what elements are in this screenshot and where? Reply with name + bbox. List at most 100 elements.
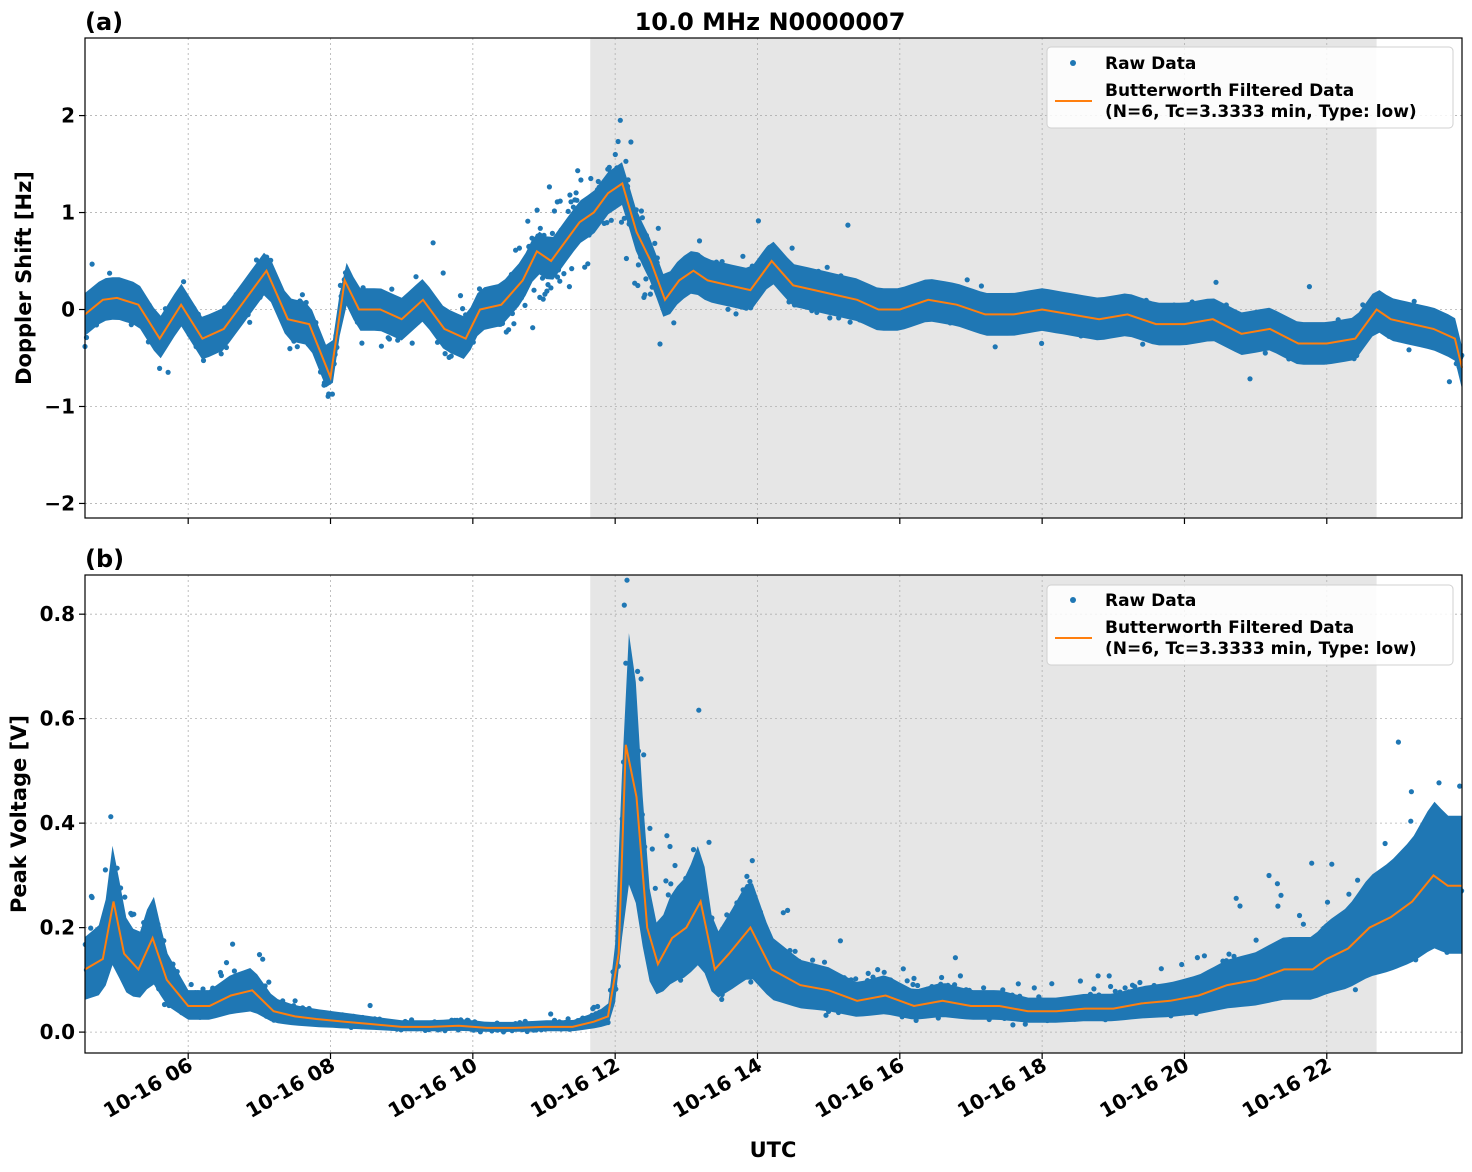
- y-tick-label: 0.4: [40, 811, 75, 835]
- raw-data-point: [534, 207, 540, 213]
- raw-data-point: [740, 253, 746, 259]
- raw-data-point: [910, 981, 916, 988]
- raw-data-point: [359, 340, 365, 346]
- raw-data-point: [1253, 937, 1259, 943]
- raw-data-point: [578, 177, 584, 183]
- raw-data-point: [595, 178, 601, 185]
- panel-b-frame: [84, 574, 1463, 1054]
- raw-data-point: [548, 285, 554, 291]
- raw-data-point: [1278, 892, 1284, 898]
- raw-data-point: [256, 952, 263, 958]
- raw-data-point: [733, 311, 739, 317]
- y-tick-label: 2: [61, 104, 75, 128]
- raw-data-point: [561, 271, 567, 277]
- raw-data-point: [573, 190, 579, 196]
- legend-box: [1046, 584, 1454, 666]
- raw-data-point: [386, 336, 392, 342]
- raw-data-point: [1408, 789, 1414, 795]
- raw-data-point: [696, 238, 703, 244]
- raw-data-point: [719, 996, 725, 1003]
- raw-data-point: [575, 168, 581, 174]
- legend-raw-marker: [1070, 60, 1076, 66]
- x-tick-label: 10-16 08: [241, 1053, 339, 1123]
- panel-a-legend: Raw Data Butterworth Filtered Data (N=6,…: [1046, 46, 1454, 129]
- raw-data-point: [522, 302, 528, 308]
- y-tick-label: −1: [44, 394, 75, 418]
- raw-data-point: [1010, 1022, 1016, 1028]
- raw-data-point: [1395, 739, 1401, 745]
- raw-data-point: [1247, 376, 1253, 382]
- panel-a-ylabel: Doppler Shift [Hz]: [12, 171, 36, 385]
- raw-data-point: [294, 344, 300, 350]
- raw-data-point: [409, 340, 415, 346]
- raw-data-point: [585, 261, 591, 267]
- raw-data-point: [1262, 350, 1268, 356]
- raw-data-point: [608, 217, 614, 223]
- raw-data-point: [810, 957, 816, 963]
- filtered-data-line: [84, 181, 1463, 382]
- raw-data-point: [672, 862, 678, 869]
- raw-data-point: [657, 341, 663, 347]
- raw-data-point: [744, 873, 750, 880]
- raw-data-point: [1237, 903, 1243, 909]
- raw-data-point: [595, 1003, 601, 1010]
- legend-raw-marker: [1070, 597, 1076, 603]
- panel-a-frame: [84, 37, 1463, 519]
- raw-data-point: [621, 602, 627, 608]
- raw-data-point: [635, 262, 642, 268]
- x-axis-label: UTC: [750, 1138, 797, 1162]
- raw-data-point: [266, 979, 272, 985]
- raw-data-point: [537, 225, 543, 231]
- raw-data-point: [827, 315, 833, 321]
- raw-data-point: [821, 959, 828, 965]
- raw-data-point: [430, 240, 436, 246]
- raw-data-point: [1213, 279, 1219, 285]
- y-tick-label: 1: [61, 201, 75, 225]
- x-tick-label: 10-16 10: [384, 1053, 482, 1123]
- raw-data-point: [88, 925, 94, 931]
- raw-data-point: [642, 292, 648, 298]
- raw-data-point: [1077, 978, 1083, 984]
- raw-data-cloud: [85, 633, 1462, 1032]
- raw-data-point: [247, 319, 253, 325]
- raw-data-point: [939, 974, 945, 981]
- raw-data-point: [853, 976, 859, 982]
- raw-data-point: [413, 274, 419, 280]
- raw-data-point: [621, 215, 627, 221]
- raw-data-point: [1309, 860, 1315, 866]
- raw-data-point: [1106, 973, 1112, 979]
- raw-data-point: [108, 814, 114, 820]
- raw-data-point: [875, 967, 881, 973]
- raw-data-point: [638, 208, 645, 214]
- raw-data-point: [639, 215, 646, 221]
- raw-data-point: [546, 184, 553, 190]
- x-tick-label: 10-16 18: [953, 1053, 1051, 1123]
- raw-data-point: [904, 978, 910, 984]
- panel-a: −2 −1 0 1 2 (a) 10.0 MHz N0000007 Doppler Sh…: [12, 8, 1465, 524]
- raw-data-point: [378, 343, 384, 349]
- raw-data-point: [1436, 780, 1442, 786]
- raw-data-point: [292, 998, 298, 1004]
- raw-data-point: [837, 938, 844, 944]
- raw-data-point: [1233, 895, 1239, 901]
- x-tick-label: 10-16 20: [1095, 1053, 1193, 1123]
- legend-raw-label: Raw Data: [1105, 591, 1196, 611]
- raw-data-point: [557, 198, 563, 204]
- raw-data-point: [588, 175, 594, 182]
- raw-data-point: [231, 968, 237, 974]
- raw-data-point: [102, 867, 108, 873]
- raw-data-point: [964, 277, 970, 283]
- raw-data-point: [544, 288, 550, 294]
- raw-data-point: [122, 894, 128, 900]
- raw-data-point: [1457, 783, 1463, 789]
- raw-data-point: [1179, 961, 1185, 968]
- raw-data-point: [747, 878, 753, 885]
- raw-data-point: [326, 391, 332, 397]
- raw-data-point: [1266, 872, 1272, 879]
- raw-data-point: [623, 158, 629, 164]
- x-tick-label: 10-16 14: [668, 1053, 766, 1123]
- raw-data-point: [628, 139, 634, 145]
- legend-raw-label: Raw Data: [1105, 54, 1196, 74]
- raw-data-point: [218, 351, 224, 357]
- raw-data-point: [89, 261, 95, 267]
